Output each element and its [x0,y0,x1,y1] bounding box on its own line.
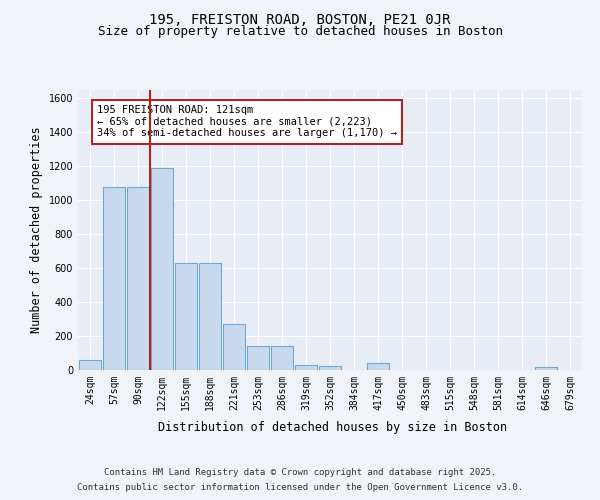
Y-axis label: Number of detached properties: Number of detached properties [30,126,43,334]
Text: 195 FREISTON ROAD: 121sqm
← 65% of detached houses are smaller (2,223)
34% of se: 195 FREISTON ROAD: 121sqm ← 65% of detac… [97,106,397,138]
Bar [199,263,221,370]
Bar [535,368,557,370]
Bar [271,346,293,370]
Bar [127,186,149,370]
Bar [223,324,245,370]
Bar [247,346,269,370]
Bar [103,186,125,370]
Text: Contains public sector information licensed under the Open Government Licence v3: Contains public sector information licen… [77,483,523,492]
Text: Distribution of detached houses by size in Boston: Distribution of detached houses by size … [158,421,508,434]
Bar [319,366,341,370]
Bar [367,363,389,370]
Text: 195, FREISTON ROAD, BOSTON, PE21 0JR: 195, FREISTON ROAD, BOSTON, PE21 0JR [149,12,451,26]
Text: Contains HM Land Registry data © Crown copyright and database right 2025.: Contains HM Land Registry data © Crown c… [104,468,496,477]
Bar [79,360,101,370]
Text: Size of property relative to detached houses in Boston: Size of property relative to detached ho… [97,25,503,38]
Bar [151,168,173,370]
Bar [295,365,317,370]
Bar [175,263,197,370]
